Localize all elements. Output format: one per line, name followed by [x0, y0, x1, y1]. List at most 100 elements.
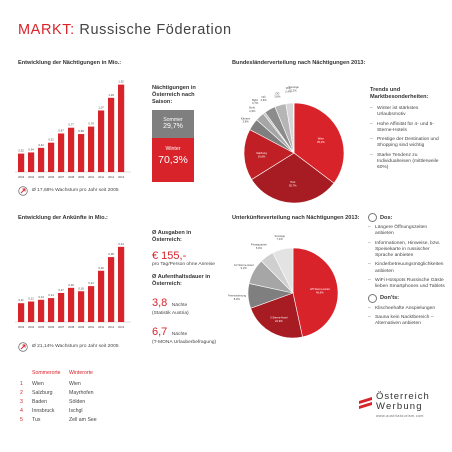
donts-list: Klischeehafte Anspielungen Sauna kein Nac…	[368, 306, 446, 328]
x-tick-label: 2012	[108, 325, 115, 329]
dos-list: Längere Öffnungszeiten anbieten Informati…	[368, 225, 446, 291]
overnights-bar-chart: 0,32 2003 0,34 2004 0,42 2005 0,51 2006 0,67 2007…	[15, 80, 131, 179]
summer-place: Innsbruck	[32, 407, 55, 414]
winter-place: Mayrhofen	[69, 389, 94, 396]
bar	[78, 291, 85, 322]
arrivals-chart-title: Entwicklung der Ankünfte in Mio.:	[18, 215, 108, 221]
pie-slice	[293, 102, 295, 154]
bar	[18, 303, 25, 322]
season-winter: Winter 70,3%	[152, 138, 194, 182]
trends-list: Winter ist stärkstes Urlaubsmotiv Hohe Af…	[370, 106, 444, 175]
donts-heading: Don'ts:	[368, 293, 446, 303]
bar-value-label: 0,14	[48, 293, 54, 297]
x-tick-label: 2004	[28, 175, 35, 179]
x-tick-label: 2012	[108, 175, 115, 179]
rank-number: 4	[20, 407, 23, 414]
bar-value-label: 0,79	[88, 122, 94, 126]
x-tick-label: 2007	[58, 175, 65, 179]
bar	[18, 153, 25, 172]
pie-slice-label: Wien 35,2%	[317, 137, 325, 144]
ranking-header: Sommerorte Winterorte	[20, 370, 97, 376]
spending-block: Ø Ausgaben in Österreich: € 155,- pro Ta…	[152, 230, 220, 346]
growth-note-text: Ø 17,68% Wachstum pro Jahr seit 2005	[32, 187, 119, 193]
stay2-unit: Nächte	[171, 331, 188, 337]
dos-title: Dos:	[380, 214, 393, 221]
bar-value-label: 0,66	[78, 129, 84, 133]
bar-value-label: 0,17	[58, 288, 64, 292]
growth-arrow-icon	[18, 186, 28, 196]
summer-place: Tux	[32, 416, 41, 423]
pie-slice-label: Sonstige 0,2%	[288, 85, 299, 92]
stay-statistik: 3,8 Nächte (Statistik Austria)	[152, 293, 220, 317]
accommodation-pie-title: Unterkünfteverteilung nach Nächtigungen …	[232, 215, 360, 221]
state-pie-chart: Wien 35,2% Tirol 30,7% Salzburg 16,6% Kärnten 3…	[241, 85, 345, 204]
pie-slice-label: Salzburg 16,6%	[256, 151, 267, 158]
ranking-row: 5 Tux Zell am See	[20, 415, 97, 424]
bar-value-label: 0,44	[118, 242, 124, 246]
bar-value-label: 0,42	[38, 143, 44, 147]
bar	[98, 270, 105, 322]
overnights-chart-title: Entwicklung der Nächtigungen in Mio.:	[18, 60, 122, 66]
winter-pct: 70,3%	[158, 154, 188, 166]
trends-title: Trends und Marktbesonderheiten:	[370, 87, 429, 100]
title-prefix: MARKT:	[18, 22, 75, 38]
bar	[38, 147, 45, 172]
bar-value-label: 0,77	[68, 123, 74, 127]
page-title: MARKT: Russische Föderation	[18, 22, 232, 38]
x-tick-label: 2010	[88, 325, 95, 329]
season-sommer: Sommer 29,7%	[152, 110, 194, 138]
pie-slice-label: Tirol 30,7%	[289, 180, 297, 187]
sommer-pct: 29,7%	[163, 123, 183, 130]
spending-value: € 155,-	[152, 250, 187, 262]
ranking-row: 3 Baden Sölden	[20, 397, 97, 406]
accommodation-pie-chart: 4/5 Sterne-Hotel 46,6% 3 Sterne-Hotel 22,9%…	[228, 234, 339, 339]
stay-title: Ø Aufenthaltsdauer in Österreich:	[152, 274, 211, 288]
pie-slice-label: 3 Sterne-Hotel 22,9%	[270, 316, 288, 323]
winter-place: Ischgl	[69, 407, 83, 414]
pie-slice	[293, 102, 345, 184]
bar	[68, 287, 75, 322]
ranking-row: 1 Wien Wien	[20, 379, 97, 388]
bar-value-label: 1,07	[98, 105, 104, 109]
pie-slice-label: Stmk. 2,9%	[249, 105, 256, 112]
stay1-value: 3,8	[152, 297, 168, 310]
rank-number: 5	[20, 416, 23, 423]
x-tick-label: 2008	[68, 175, 75, 179]
bar-value-label: 0,51	[48, 138, 54, 142]
ranking-row: 2 Salzburg Mayrhofen	[20, 388, 97, 397]
rank-number: 2	[20, 389, 23, 396]
pie-slice-label: Vbg. 2,4%	[285, 86, 292, 93]
dos-heading: Dos:	[368, 213, 446, 222]
bar-value-label: 0,34	[28, 147, 34, 151]
donts-item: Sauna kein Nacktbereich – Alternativen a…	[368, 315, 446, 328]
summer-place: Salzburg	[32, 389, 53, 396]
logo-line1: Österreich	[376, 391, 430, 402]
bar	[88, 126, 95, 172]
x-tick-label: 2009	[78, 325, 85, 329]
stay-tmona: 6,7 Nächte (T-MONA Urlauberbefragung)	[152, 322, 220, 346]
bar-value-label: 0,13	[38, 295, 44, 299]
thumbs-down-icon	[368, 293, 377, 303]
pie-slice	[250, 292, 303, 339]
x-tick-label: 2006	[48, 175, 55, 179]
bar	[108, 257, 115, 322]
dos-item: Informationen, Hinweise, bzw. Speisekart…	[368, 241, 446, 260]
spending-note: pro Tag/Person ohne Anreise	[152, 262, 215, 267]
growth-note-text: Ø 21,14% Wachstum pro Jahr seit 2005	[32, 343, 119, 349]
bar	[28, 152, 35, 172]
logo-url: www.austriatourism.com	[376, 414, 424, 418]
bar-value-label: 1,52	[118, 80, 124, 84]
bar	[78, 134, 85, 172]
bar	[88, 286, 95, 322]
bar-value-label: 0,38	[108, 252, 114, 256]
logo-line2: Werbung	[376, 401, 423, 412]
col-winter: Winterorte	[69, 370, 93, 376]
rank-number: 3	[20, 398, 23, 405]
stay2-value: 6,7	[152, 325, 168, 338]
bar	[58, 133, 65, 172]
bar	[98, 110, 105, 172]
state-pie-title: Bundesländerverteilung nach Nächtigungen…	[232, 60, 366, 66]
trend-item: Prestige der Destination und Shopping si…	[370, 137, 444, 150]
summer-place: Wien	[32, 380, 44, 387]
pie-slice-label: 4/5 Sterne-Hotel 46,6%	[310, 287, 330, 294]
